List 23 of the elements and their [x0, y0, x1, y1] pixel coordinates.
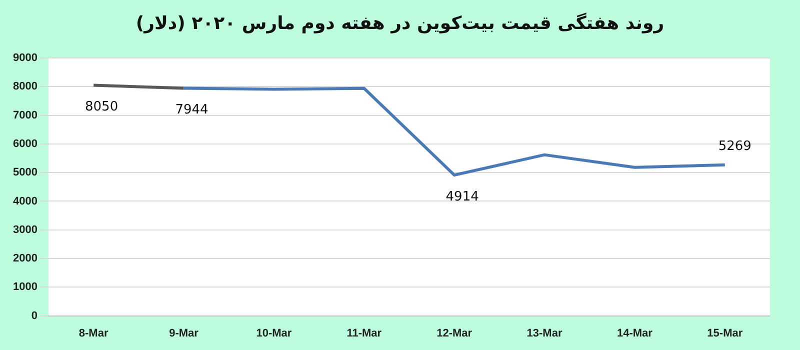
x-tick-label: 13-Mar — [526, 327, 563, 340]
y-tick-label: 6000 — [12, 138, 38, 150]
data-label: 4914 — [446, 189, 479, 204]
y-tick-label: 5000 — [12, 166, 38, 179]
x-tick-label: 11-Mar — [346, 327, 382, 340]
y-tick-label: 4000 — [12, 195, 38, 208]
y-tick-label: 3000 — [12, 224, 38, 236]
y-tick-label: 9000 — [12, 52, 38, 64]
data-label: 5269 — [718, 139, 752, 154]
x-tick-label: 8-Mar — [78, 327, 109, 340]
x-tick-label: 12-Mar — [436, 327, 473, 340]
data-label: 8050 — [85, 100, 118, 115]
x-tick-label: 10-Mar — [256, 327, 292, 340]
y-tick-label: 8000 — [12, 80, 38, 93]
data-label: 7944 — [175, 102, 208, 118]
x-tick-label: 15-Mar — [707, 327, 744, 340]
x-tick-label: 9-Mar — [169, 327, 200, 340]
y-tick-label: 1000 — [12, 281, 38, 294]
y-tick-label: 7000 — [12, 109, 38, 122]
y-tick-label: 2000 — [12, 252, 38, 265]
y-tick-label: 0 — [31, 310, 38, 322]
chart-title: روند هفتگی قیمت بیت‌کوین در هفته دوم مارس ۲۰۲۰ (دلار) — [134, 12, 666, 36]
x-tick-label: 14-Mar — [616, 327, 654, 340]
